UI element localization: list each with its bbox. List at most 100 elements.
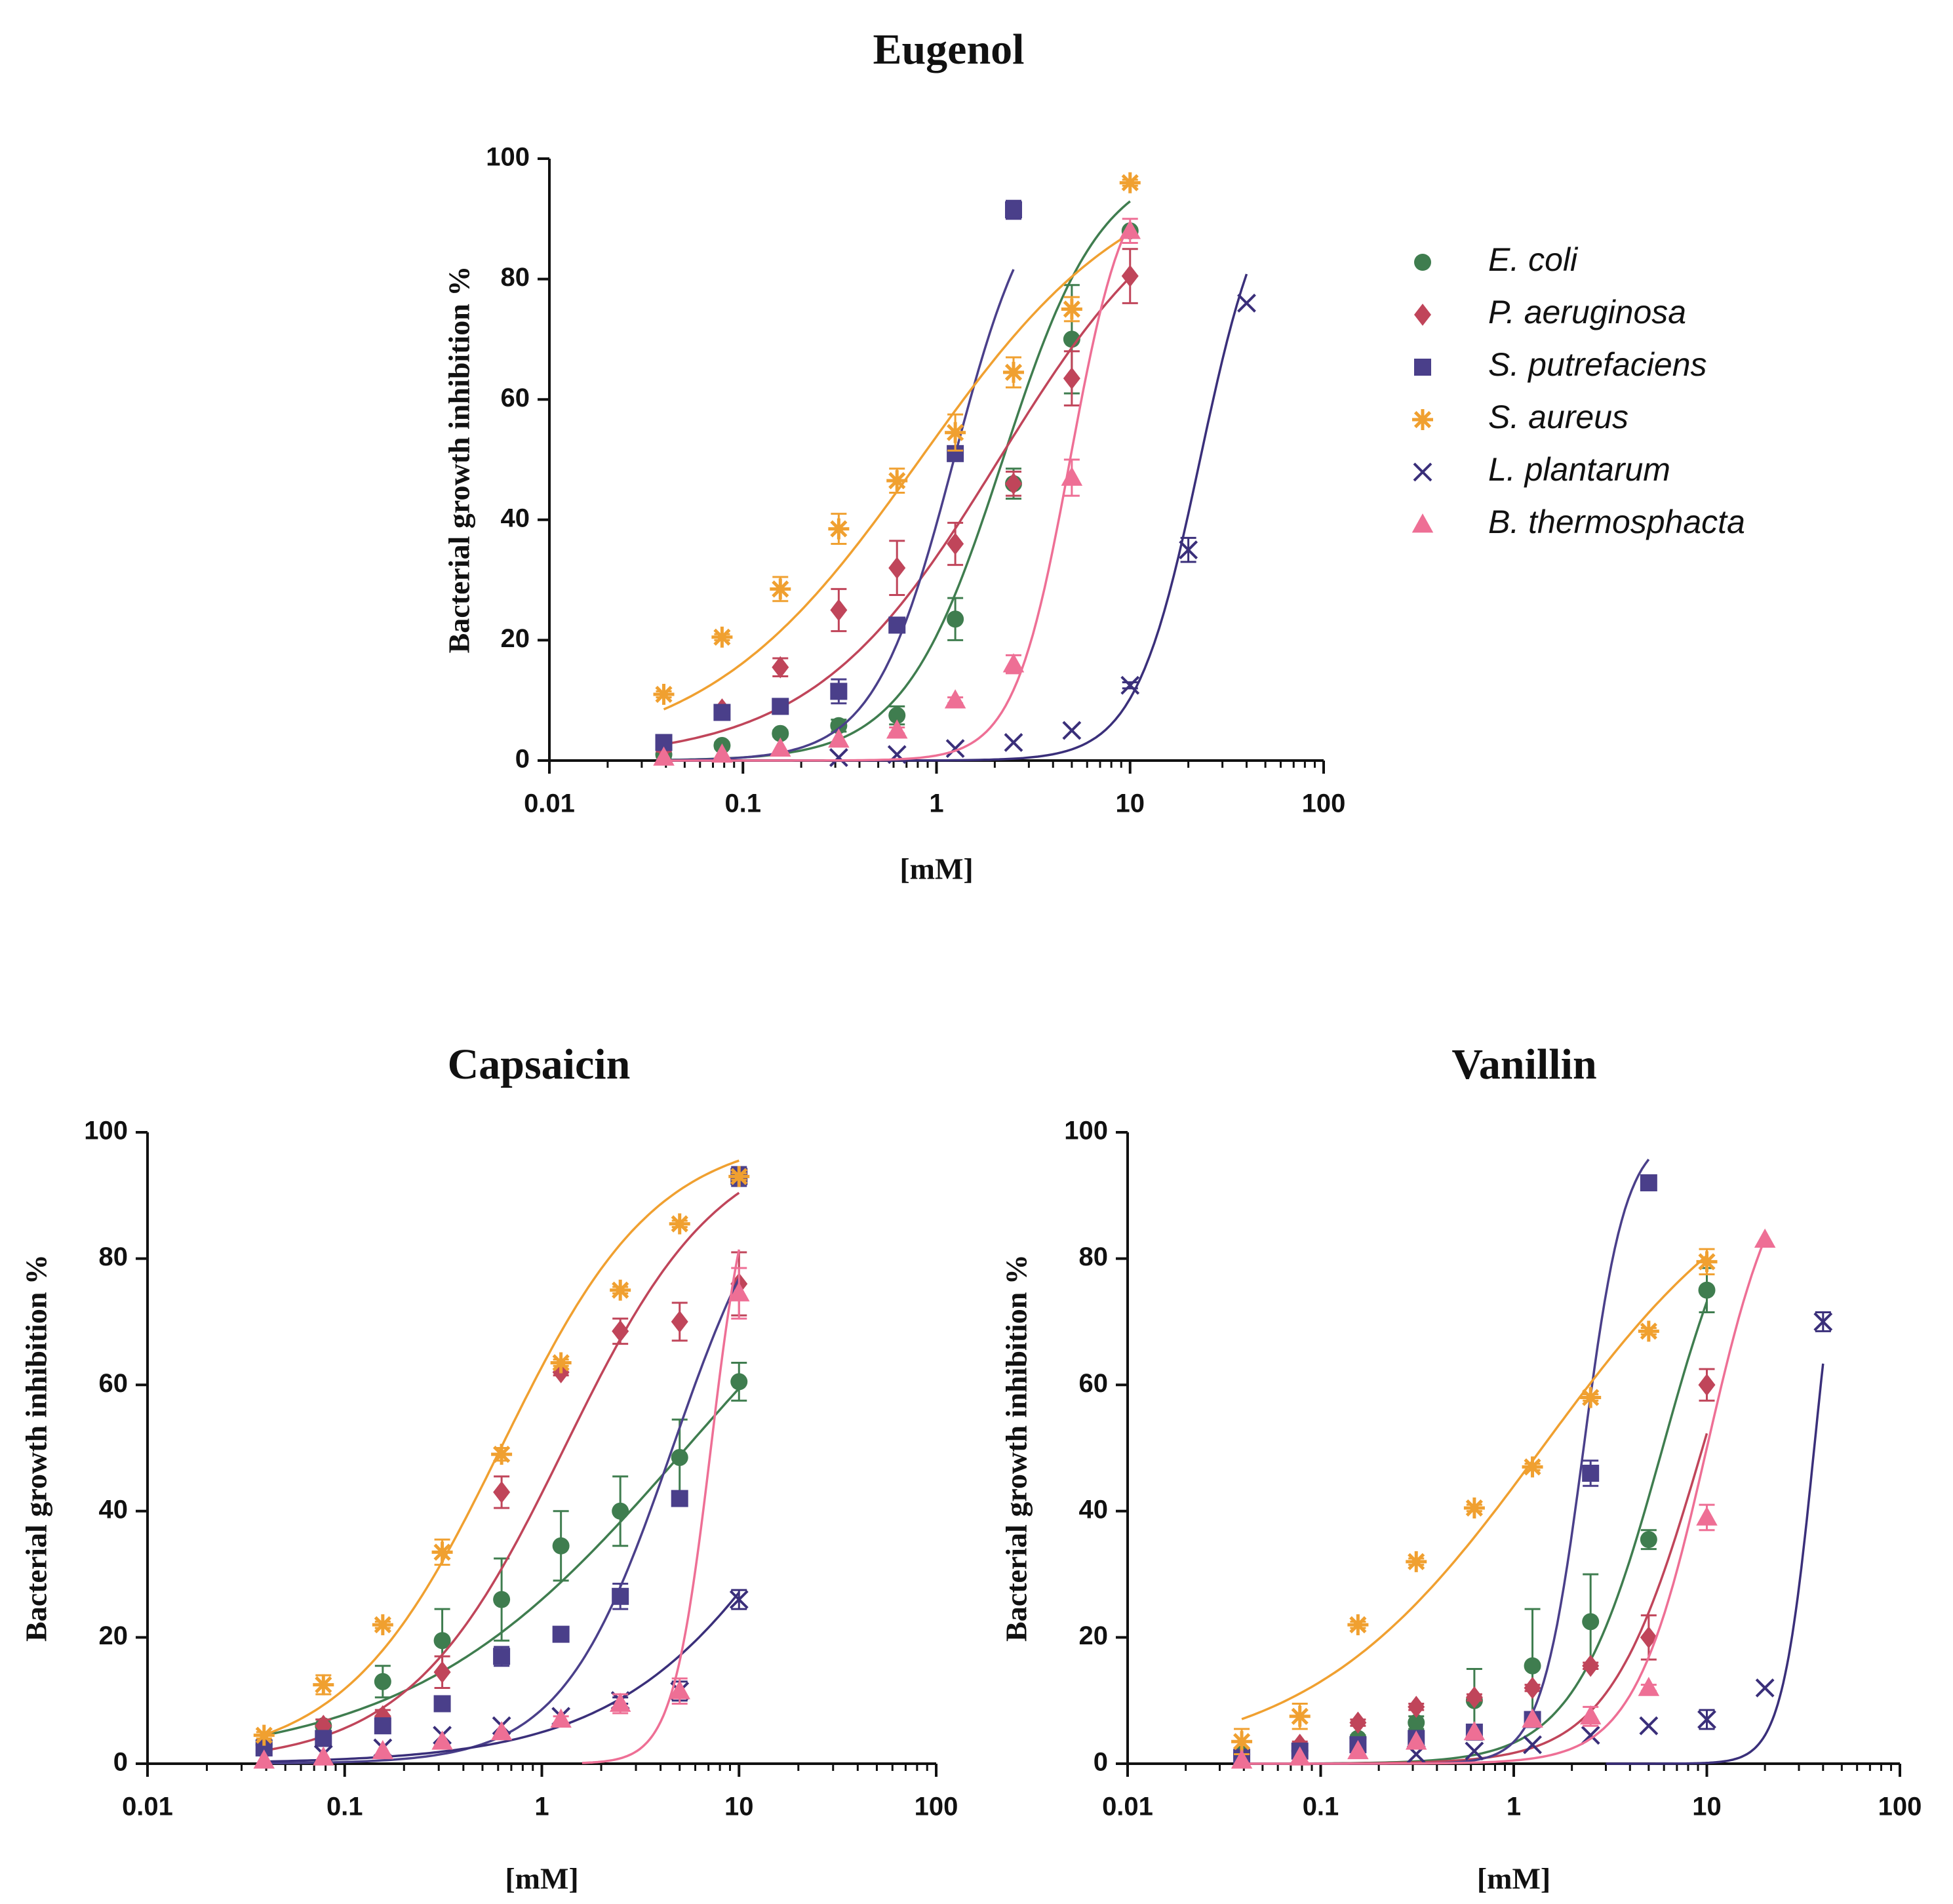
data-point-saur	[1580, 1387, 1602, 1408]
data-point-saur	[653, 684, 675, 705]
series-bthe	[653, 218, 1141, 766]
x-axis-label: [mM]	[505, 1862, 578, 1895]
data-point-bthe	[1522, 1708, 1543, 1728]
y-tick-label: 40	[501, 504, 530, 532]
data-point-bthe	[609, 1692, 631, 1712]
legend-label-lpla: L. plantarum	[1488, 451, 1670, 488]
data-point-saur	[1119, 172, 1141, 193]
x-tick-label: 0.1	[326, 1793, 363, 1821]
y-tick-label: 100	[1064, 1117, 1108, 1145]
y-tick-label: 60	[1079, 1369, 1109, 1398]
data-point-bthe	[828, 728, 850, 748]
x-tick-label: 100	[1302, 789, 1346, 818]
data-point-sput	[612, 1587, 629, 1605]
fit-curve-bthe	[582, 1249, 741, 1764]
fit-curve-lpla	[264, 1591, 740, 1763]
x-axis-label: [mM]	[899, 852, 973, 886]
data-point-lpla	[1523, 1735, 1542, 1755]
data-point-ecoli	[730, 1373, 748, 1391]
x-tick-label: 10	[724, 1793, 754, 1821]
y-axis-label: Bacterial growth inhibition %	[443, 266, 476, 654]
data-point-bthe	[1579, 1705, 1602, 1725]
series-bthe	[1231, 1228, 1776, 1769]
data-point-sput	[888, 616, 906, 634]
data-point-paer	[1465, 1686, 1483, 1709]
data-point-lpla	[945, 739, 965, 759]
data-point-saur	[945, 422, 966, 443]
data-point-saur	[1696, 1251, 1718, 1273]
data-point-saur	[886, 470, 908, 492]
y-tick-label: 60	[99, 1369, 128, 1398]
x-tick-label: 10	[1692, 1793, 1722, 1821]
x-tick-label: 1	[1507, 1793, 1521, 1821]
x-tick-label: 0.01	[524, 789, 575, 818]
data-point-bthe	[550, 1708, 572, 1728]
series-sput	[1233, 1159, 1657, 1766]
data-point-bthe	[669, 1680, 690, 1699]
data-point-saur	[828, 518, 850, 540]
y-tick-label: 80	[501, 263, 530, 292]
data-point-saur	[372, 1614, 393, 1636]
data-point-saur	[1231, 1731, 1253, 1753]
data-point-lpla	[1062, 721, 1082, 740]
data-point-lpla	[1179, 540, 1198, 560]
x-tick-label: 0.1	[724, 789, 761, 818]
data-point-ecoli	[830, 717, 848, 734]
data-point-bthe	[1119, 220, 1141, 239]
data-point-lpla	[1639, 1716, 1659, 1735]
x-tick-label: 1	[534, 1793, 549, 1821]
data-point-bthe	[1463, 1720, 1486, 1741]
data-point-sput	[671, 1490, 688, 1507]
data-point-sput	[772, 698, 789, 715]
legend-item-lpla: L. plantarum	[1413, 451, 1670, 488]
legend-marker-ecoli	[1414, 254, 1431, 271]
legend-marker-lpla	[1413, 462, 1432, 482]
data-point-bthe	[1347, 1739, 1369, 1760]
data-point-saur	[1289, 1705, 1311, 1727]
data-point-ecoli	[493, 1591, 511, 1608]
x-tick-label: 0.01	[1102, 1793, 1153, 1821]
data-point-paer	[433, 1661, 451, 1684]
data-point-bthe	[1289, 1746, 1311, 1766]
data-point-ecoli	[1640, 1531, 1657, 1549]
legend-item-saur: S. aureus	[1412, 399, 1628, 435]
data-point-bthe	[372, 1739, 394, 1760]
legend-item-ecoli: E. coli	[1414, 241, 1579, 278]
chart-panel-0: Eugenol 0 20 40 60 80 100 0.01 0.1 1 10 100 [mM] Bact…	[443, 26, 1346, 885]
data-point-saur	[1638, 1320, 1659, 1342]
fit-curve-paer	[663, 276, 1132, 746]
x-tick-label: 100	[1878, 1793, 1922, 1821]
y-tick-label: 40	[99, 1495, 128, 1524]
legend-marker-sput	[1414, 359, 1431, 376]
legend-item-paer: P. aeruginosa	[1414, 294, 1686, 330]
data-point-paer	[1408, 1696, 1425, 1718]
data-point-sput	[433, 1695, 451, 1713]
data-point-sput	[1640, 1174, 1657, 1192]
data-point-paer	[830, 599, 848, 622]
y-tick-label: 100	[84, 1117, 128, 1145]
data-point-bthe	[711, 743, 733, 763]
legend-item-bthe: B. thermosphacta	[1411, 504, 1745, 540]
data-point-paer	[1582, 1654, 1600, 1677]
series-sput	[655, 199, 1022, 762]
data-point-saur	[669, 1213, 690, 1235]
data-point-paer	[1121, 265, 1139, 287]
data-point-lpla	[1465, 1741, 1484, 1761]
data-point-bthe	[313, 1746, 334, 1766]
y-tick-label: 60	[501, 384, 530, 412]
data-point-saur	[770, 578, 791, 600]
data-point-saur	[253, 1724, 275, 1746]
x-tick-label: 0.01	[122, 1793, 173, 1821]
y-tick-label: 0	[1094, 1748, 1108, 1777]
data-point-bthe	[728, 1282, 750, 1301]
data-point-paer	[315, 1715, 332, 1737]
data-point-bthe	[1061, 466, 1083, 486]
data-point-bthe	[770, 737, 791, 757]
data-point-ecoli	[772, 724, 789, 742]
data-point-bthe	[1638, 1676, 1660, 1696]
data-point-bthe	[1754, 1228, 1776, 1248]
data-point-paer	[1698, 1374, 1716, 1397]
data-point-paer	[671, 1311, 688, 1333]
data-point-lpla	[1697, 1710, 1716, 1730]
